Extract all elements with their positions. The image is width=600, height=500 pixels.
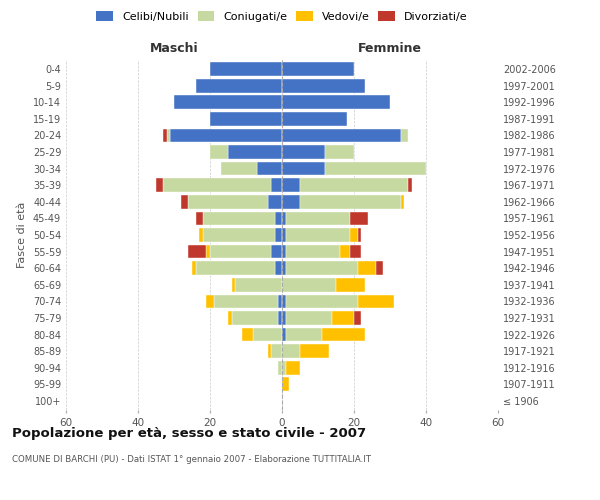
Bar [282,212,286,225]
Bar [268,344,271,358]
Bar [253,328,282,342]
Bar [282,228,286,242]
Bar [286,328,322,342]
Bar [167,128,170,142]
Bar [358,294,394,308]
Bar [325,162,426,175]
Bar [214,294,278,308]
Y-axis label: Fasce di età: Fasce di età [17,202,27,268]
Bar [282,328,286,342]
Bar [228,311,232,324]
Bar [282,96,390,109]
Bar [282,361,286,374]
Bar [271,178,282,192]
Bar [196,262,275,275]
Bar [401,128,408,142]
Bar [300,344,329,358]
Bar [210,62,282,76]
Bar [275,262,282,275]
Bar [300,195,401,208]
Bar [300,178,408,192]
Bar [188,195,268,208]
Bar [322,328,365,342]
Bar [278,311,282,324]
Legend: Celibi/Nubili, Coniugati/e, Vedovi/e, Divorziati/e: Celibi/Nubili, Coniugati/e, Vedovi/e, Di… [93,8,471,25]
Bar [401,195,404,208]
Bar [282,378,289,391]
Bar [196,79,282,92]
Bar [221,162,257,175]
Bar [278,361,282,374]
Bar [235,278,282,291]
Bar [286,311,332,324]
Bar [174,96,282,109]
Bar [286,245,340,258]
Bar [163,178,271,192]
Bar [181,195,188,208]
Bar [282,112,347,126]
Bar [282,344,300,358]
Bar [282,262,286,275]
Bar [282,62,354,76]
Bar [376,262,383,275]
Bar [282,146,325,159]
Text: Femmine: Femmine [358,42,422,55]
Bar [282,245,286,258]
Bar [228,146,282,159]
Bar [282,128,401,142]
Bar [156,178,163,192]
Bar [210,112,282,126]
Bar [210,146,228,159]
Bar [275,228,282,242]
Bar [354,311,361,324]
Bar [282,278,336,291]
Bar [271,245,282,258]
Text: COMUNE DI BARCHI (PU) - Dati ISTAT 1° gennaio 2007 - Elaborazione TUTTITALIA.IT: COMUNE DI BARCHI (PU) - Dati ISTAT 1° ge… [12,455,371,464]
Bar [232,311,278,324]
Bar [325,146,354,159]
Bar [282,294,286,308]
Bar [286,228,350,242]
Bar [282,79,365,92]
Text: Maschi: Maschi [149,42,199,55]
Bar [170,128,282,142]
Bar [278,294,282,308]
Bar [203,228,275,242]
Bar [336,278,365,291]
Bar [163,128,167,142]
Bar [206,245,210,258]
Bar [242,328,253,342]
Bar [282,178,300,192]
Bar [350,228,358,242]
Bar [286,294,358,308]
Bar [350,212,368,225]
Bar [275,212,282,225]
Bar [350,245,361,258]
Bar [286,262,358,275]
Text: Popolazione per età, sesso e stato civile - 2007: Popolazione per età, sesso e stato civil… [12,428,366,440]
Bar [282,195,300,208]
Bar [188,245,206,258]
Bar [192,262,196,275]
Bar [271,344,282,358]
Bar [199,228,203,242]
Bar [282,162,325,175]
Bar [210,245,271,258]
Bar [268,195,282,208]
Bar [332,311,354,324]
Bar [358,262,376,275]
Bar [286,361,300,374]
Bar [257,162,282,175]
Bar [408,178,412,192]
Bar [286,212,350,225]
Bar [203,212,275,225]
Bar [282,311,286,324]
Bar [358,228,361,242]
Bar [206,294,214,308]
Bar [232,278,235,291]
Bar [340,245,350,258]
Bar [196,212,203,225]
